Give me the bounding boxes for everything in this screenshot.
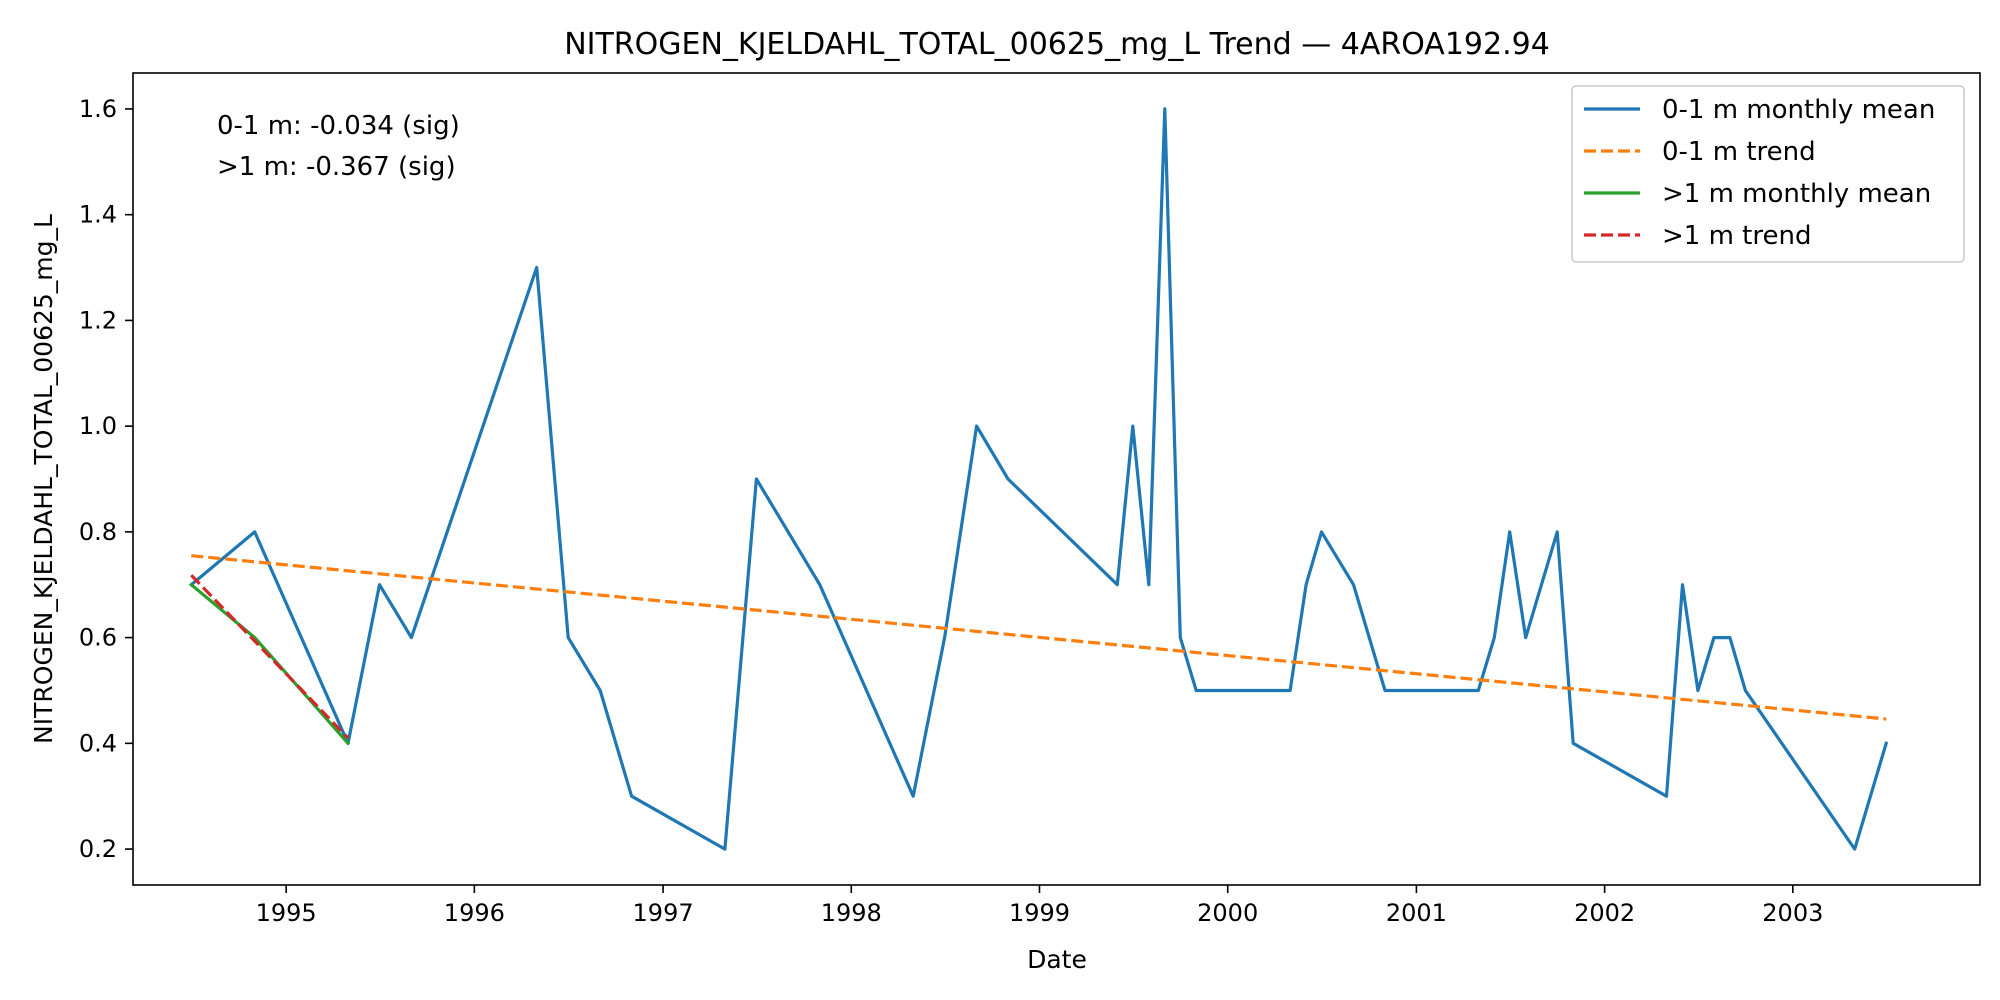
series-line-gt1-m-monthly-mean [189, 582, 351, 746]
x-tick-label: 2003 [1762, 899, 1823, 927]
series-line-0-1-m-monthly-mean [189, 107, 1889, 851]
legend-label: 0-1 m monthly mean [1662, 95, 1935, 125]
legend-label: 0-1 m trend [1662, 137, 1816, 167]
chart-title: NITROGEN_KJELDAHL_TOTAL_00625_mg_L Trend… [564, 27, 1550, 62]
x-tick-label: 2001 [1386, 899, 1447, 927]
x-axis: 1995 1996 1997 1998 1999 2000 2001 2002 2003 [256, 885, 1823, 927]
x-axis-label: Date [1027, 945, 1087, 974]
y-tick-label: 0.2 [79, 835, 117, 863]
x-tick-label: 2002 [1574, 899, 1635, 927]
y-tick-label: 0.8 [79, 518, 117, 546]
series-line-gt1-m-trend [190, 574, 350, 740]
trend-annotation: 0-1 m: -0.034 (sig) [217, 111, 460, 141]
y-tick-label: 1.2 [79, 306, 117, 334]
series-layer [189, 107, 1889, 851]
y-axis: 0.2 0.4 0.6 0.8 1.0 1.2 1.4 1.6 [79, 95, 133, 863]
y-axis-label: NITROGEN_KJELDAHL_TOTAL_00625_mg_L [29, 214, 58, 744]
y-tick-label: 1.6 [79, 95, 117, 123]
x-tick-label: 1996 [444, 899, 505, 927]
trend-annotation: >1 m: -0.367 (sig) [217, 152, 456, 182]
y-tick-label: 1.4 [79, 201, 117, 229]
x-tick-label: 1998 [821, 899, 882, 927]
legend-box [1571, 85, 1965, 263]
plot-frame [132, 72, 1981, 886]
legend-label: >1 m monthly mean [1662, 179, 1931, 209]
x-tick-label: 1999 [1009, 899, 1070, 927]
y-tick-label: 0.6 [79, 624, 117, 652]
x-tick-label: 1995 [256, 899, 317, 927]
x-tick-label: 2000 [1197, 899, 1258, 927]
trend-annotations: 0-1 m: -0.034 (sig) >1 m: -0.367 (sig) [217, 111, 460, 182]
x-tick-label: 1997 [633, 899, 694, 927]
series-line-0-1-m-trend [191, 554, 1887, 721]
legend-label: >1 m trend [1662, 221, 1811, 251]
y-tick-label: 0.4 [79, 729, 117, 757]
legend: 0-1 m monthly mean 0-1 m trend >1 m monthl… [1571, 85, 1965, 263]
y-tick-label: 1.0 [79, 412, 117, 440]
